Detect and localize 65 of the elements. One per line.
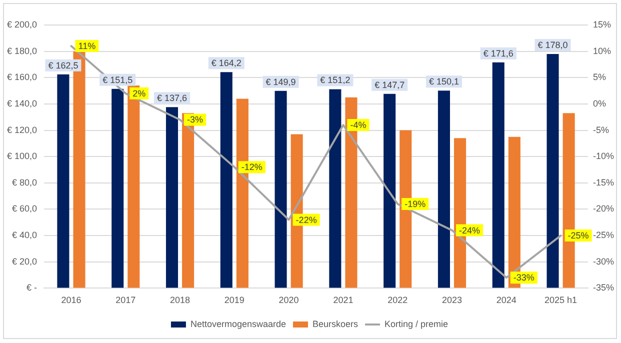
y-tick-label: € 100,0 xyxy=(6,151,38,162)
bar xyxy=(57,74,70,288)
y-tick-label: € 120,0 xyxy=(6,124,38,135)
bar xyxy=(112,88,124,288)
y2-tick-label: 15% xyxy=(592,19,612,30)
data-label: -19% xyxy=(404,198,426,209)
data-label: -3% xyxy=(187,114,204,125)
y-tick-label: € 80,0 xyxy=(12,177,38,188)
bar xyxy=(166,107,178,288)
data-label: € 164,2 xyxy=(211,58,242,68)
data-label: € 151,5 xyxy=(102,74,133,85)
data-label: € 150,1 xyxy=(428,76,459,87)
x-tick-label: 2025 h1 xyxy=(544,295,578,306)
data-label: € 151,2 xyxy=(320,75,350,86)
bar xyxy=(384,94,396,288)
y2-tick-label: 5% xyxy=(592,72,606,82)
y2-tick-label: -15% xyxy=(592,177,614,188)
y-tick-label: € 20,0 xyxy=(12,256,38,266)
data-label: -33% xyxy=(513,272,534,283)
data-label: € 162,5 xyxy=(48,60,78,70)
x-tick-label: 2022 xyxy=(388,295,408,306)
x-tick-label: 2017 xyxy=(116,295,136,306)
x-tick-label: 2020 xyxy=(278,295,299,306)
data-label: € 178,0 xyxy=(538,40,568,50)
bar xyxy=(546,54,559,288)
bar xyxy=(492,62,504,288)
legend-label: Beurskoers xyxy=(312,318,359,329)
y-tick-label: € 200,0 xyxy=(6,19,38,30)
data-label: € 137,6 xyxy=(156,93,188,104)
y2-tick-label: -10% xyxy=(592,151,614,162)
y-tick-label: € 180,0 xyxy=(6,46,38,56)
data-label: -4% xyxy=(350,120,366,130)
x-tick-label: 2021 xyxy=(333,295,354,306)
data-label: 11% xyxy=(78,41,96,52)
bar xyxy=(329,89,342,288)
y-tick-label: € 160,0 xyxy=(6,72,38,82)
y-tick-label: € - xyxy=(26,282,38,293)
x-tick-label: 2016 xyxy=(61,295,82,306)
y-tick-label: € 60,0 xyxy=(12,204,38,214)
y2-tick-label: -30% xyxy=(592,256,614,266)
y2-tick-label: 10% xyxy=(592,46,612,56)
data-label: € 147,7 xyxy=(374,80,405,90)
x-tick-label: 2024 xyxy=(496,295,516,306)
bar xyxy=(274,90,287,288)
data-label: -24% xyxy=(459,225,480,236)
y2-tick-label: -35% xyxy=(592,282,614,293)
data-label: -25% xyxy=(568,230,589,241)
bar xyxy=(438,90,450,288)
y2-tick-label: 0% xyxy=(592,98,606,108)
bar xyxy=(220,72,232,288)
legend-label: Nettovermogenswaarde xyxy=(190,318,286,329)
data-label: € 171,6 xyxy=(483,48,514,58)
y2-tick-label: -5% xyxy=(592,124,610,135)
legend-label: Korting / premie xyxy=(384,318,448,329)
x-tick-label: 2023 xyxy=(442,295,462,306)
x-tick-label: 2019 xyxy=(224,295,244,306)
data-label: 2% xyxy=(132,88,146,98)
data-label: € 149,9 xyxy=(266,76,296,87)
y-tick-label: € 40,0 xyxy=(12,230,38,240)
y2-tick-label: -25% xyxy=(592,230,614,240)
x-tick-label: 2018 xyxy=(170,295,190,306)
data-label: -12% xyxy=(241,162,262,172)
y-tick-label: € 140,0 xyxy=(6,98,38,108)
data-label: -22% xyxy=(296,214,317,225)
y2-tick-label: -20% xyxy=(592,204,614,214)
